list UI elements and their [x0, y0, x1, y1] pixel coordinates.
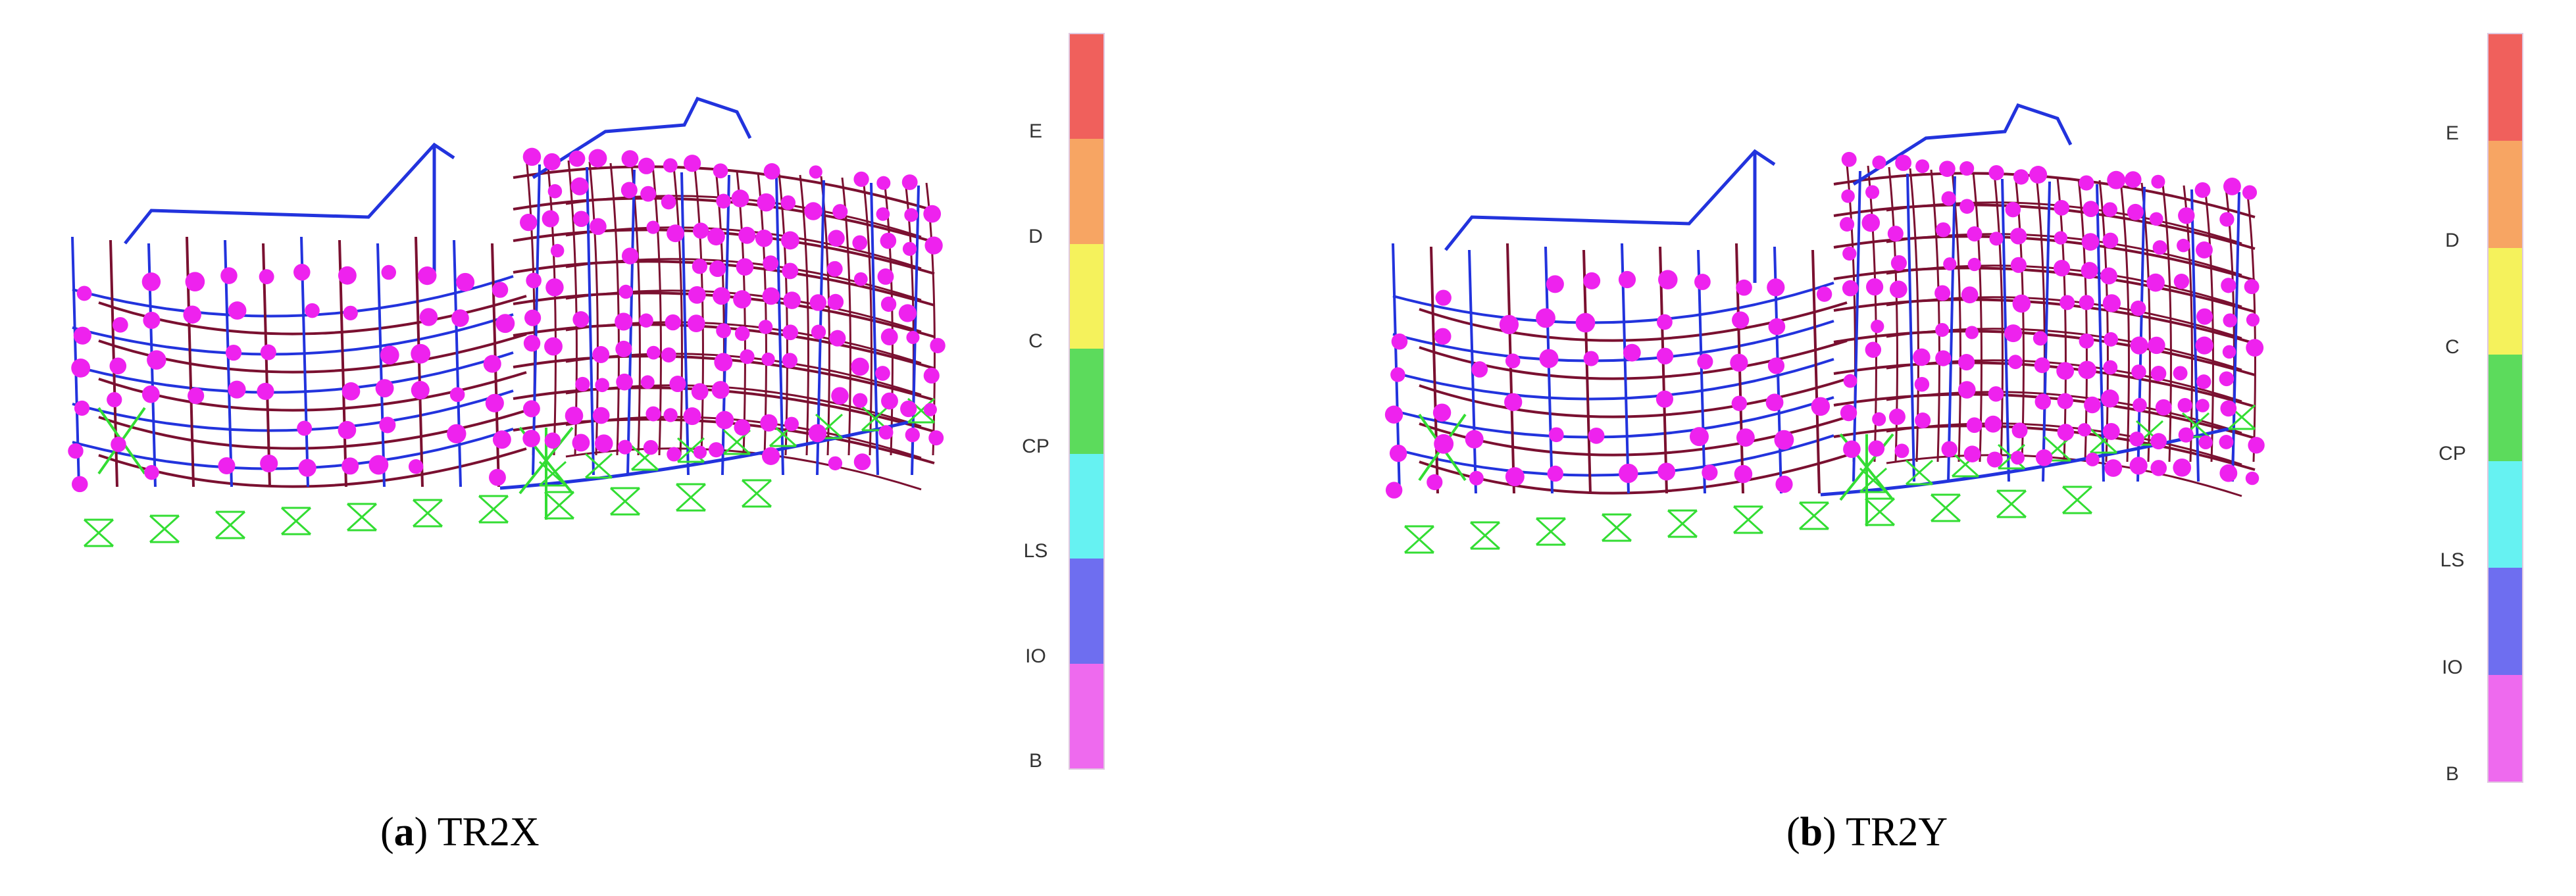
- legend-segment-e: [1070, 34, 1103, 139]
- legend-segment-ls: [2488, 461, 2522, 568]
- legend-segment-e: [2488, 34, 2522, 141]
- legend-segment-d: [2488, 141, 2522, 248]
- legend-segment-cp: [2488, 354, 2522, 462]
- support-icon: [1403, 525, 1435, 554]
- hinge-color-legend: [2487, 33, 2523, 783]
- legend-label-b: B: [2445, 763, 2459, 785]
- legend-label-d: D: [2445, 229, 2460, 251]
- legend-label-cp: CP: [2438, 443, 2466, 465]
- support-icon: [149, 514, 180, 543]
- support-icon: [609, 487, 641, 516]
- legend-segment-b: [2488, 674, 2522, 782]
- legend-segment-io: [2488, 568, 2522, 675]
- support-icon: [1930, 493, 1961, 522]
- legend-label-ls: LS: [1023, 540, 1048, 562]
- support-icon: [280, 507, 312, 535]
- support-icon: [1996, 489, 2027, 518]
- legend-label-ls: LS: [2440, 549, 2465, 572]
- support-icon: [346, 503, 378, 532]
- legend-label-e: E: [2445, 122, 2459, 145]
- legend-segment-io: [1070, 559, 1103, 664]
- support-icon: [215, 510, 246, 539]
- support-icon: [83, 518, 114, 547]
- legend-label-cp: CP: [1022, 435, 1049, 457]
- legend-label-io: IO: [1025, 645, 1046, 667]
- support-icon: [1469, 521, 1501, 550]
- legend-segment-cp: [1070, 349, 1103, 454]
- support-icon: [741, 479, 772, 508]
- hinge-color-legend: [1069, 33, 1105, 770]
- support-icon: [1667, 509, 1698, 538]
- legend-label-c: C: [2445, 336, 2460, 358]
- structural-model-a: [68, 96, 946, 547]
- plastic-hinges: [68, 147, 946, 493]
- support-icon: [2061, 485, 2093, 514]
- legend-label-e: E: [1028, 120, 1042, 143]
- support-icon: [1732, 505, 1764, 534]
- panel-a: (a) TR2X E D C CP LS IO B: [68, 33, 1105, 855]
- legend-label-b: B: [1028, 750, 1042, 772]
- support-icon: [1601, 513, 1632, 542]
- legend-segment-d: [1070, 139, 1103, 244]
- legend-segment-ls: [1070, 453, 1103, 559]
- legend-segment-c: [2488, 247, 2522, 355]
- support-icon: [1798, 501, 1830, 530]
- support-icon: [1535, 517, 1567, 546]
- support-icon: [478, 495, 509, 524]
- legend-segment-c: [1070, 243, 1103, 349]
- plastic-hinges: [1384, 151, 2265, 499]
- caption-b: (b) TR2Y: [1786, 810, 1948, 855]
- support-icon: [543, 491, 575, 520]
- panel-b: (b) TR2Y E D C CP LS IO B: [1288, 0, 2575, 896]
- legend-label-io: IO: [2442, 656, 2463, 678]
- support-icon: [675, 483, 707, 512]
- support-icon: [1864, 497, 1896, 526]
- support-icon: [412, 499, 443, 528]
- caption-a: (a) TR2X: [380, 810, 540, 855]
- legend-label-d: D: [1028, 225, 1043, 247]
- legend-segment-b: [1070, 663, 1103, 768]
- legend-label-c: C: [1028, 330, 1043, 353]
- structural-model-b: [1384, 103, 2265, 554]
